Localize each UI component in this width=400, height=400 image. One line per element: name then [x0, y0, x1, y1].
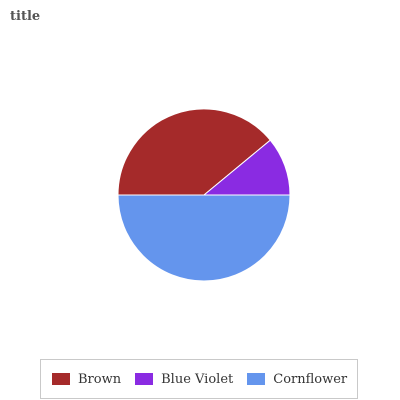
legend-swatch-cornflower [247, 373, 266, 385]
chart-title: title [10, 9, 41, 24]
legend-label-cornflower: Cornflower [273, 371, 348, 387]
legend-swatch-brown [52, 373, 70, 385]
legend-label-blue-violet: Blue Violet [161, 371, 234, 387]
legend-swatch-blue-violet [135, 373, 154, 385]
legend-item-cornflower: Cornflower [247, 372, 347, 387]
legend-label-brown: Brown [78, 371, 122, 387]
pie-slice-cornflower [117, 194, 291, 282]
legend-item-blue-violet: Blue Violet [135, 372, 233, 387]
legend: Brown Blue Violet Cornflower [40, 359, 358, 399]
pie-slice-brown [117, 108, 271, 196]
legend-item-brown: Brown [52, 372, 121, 387]
